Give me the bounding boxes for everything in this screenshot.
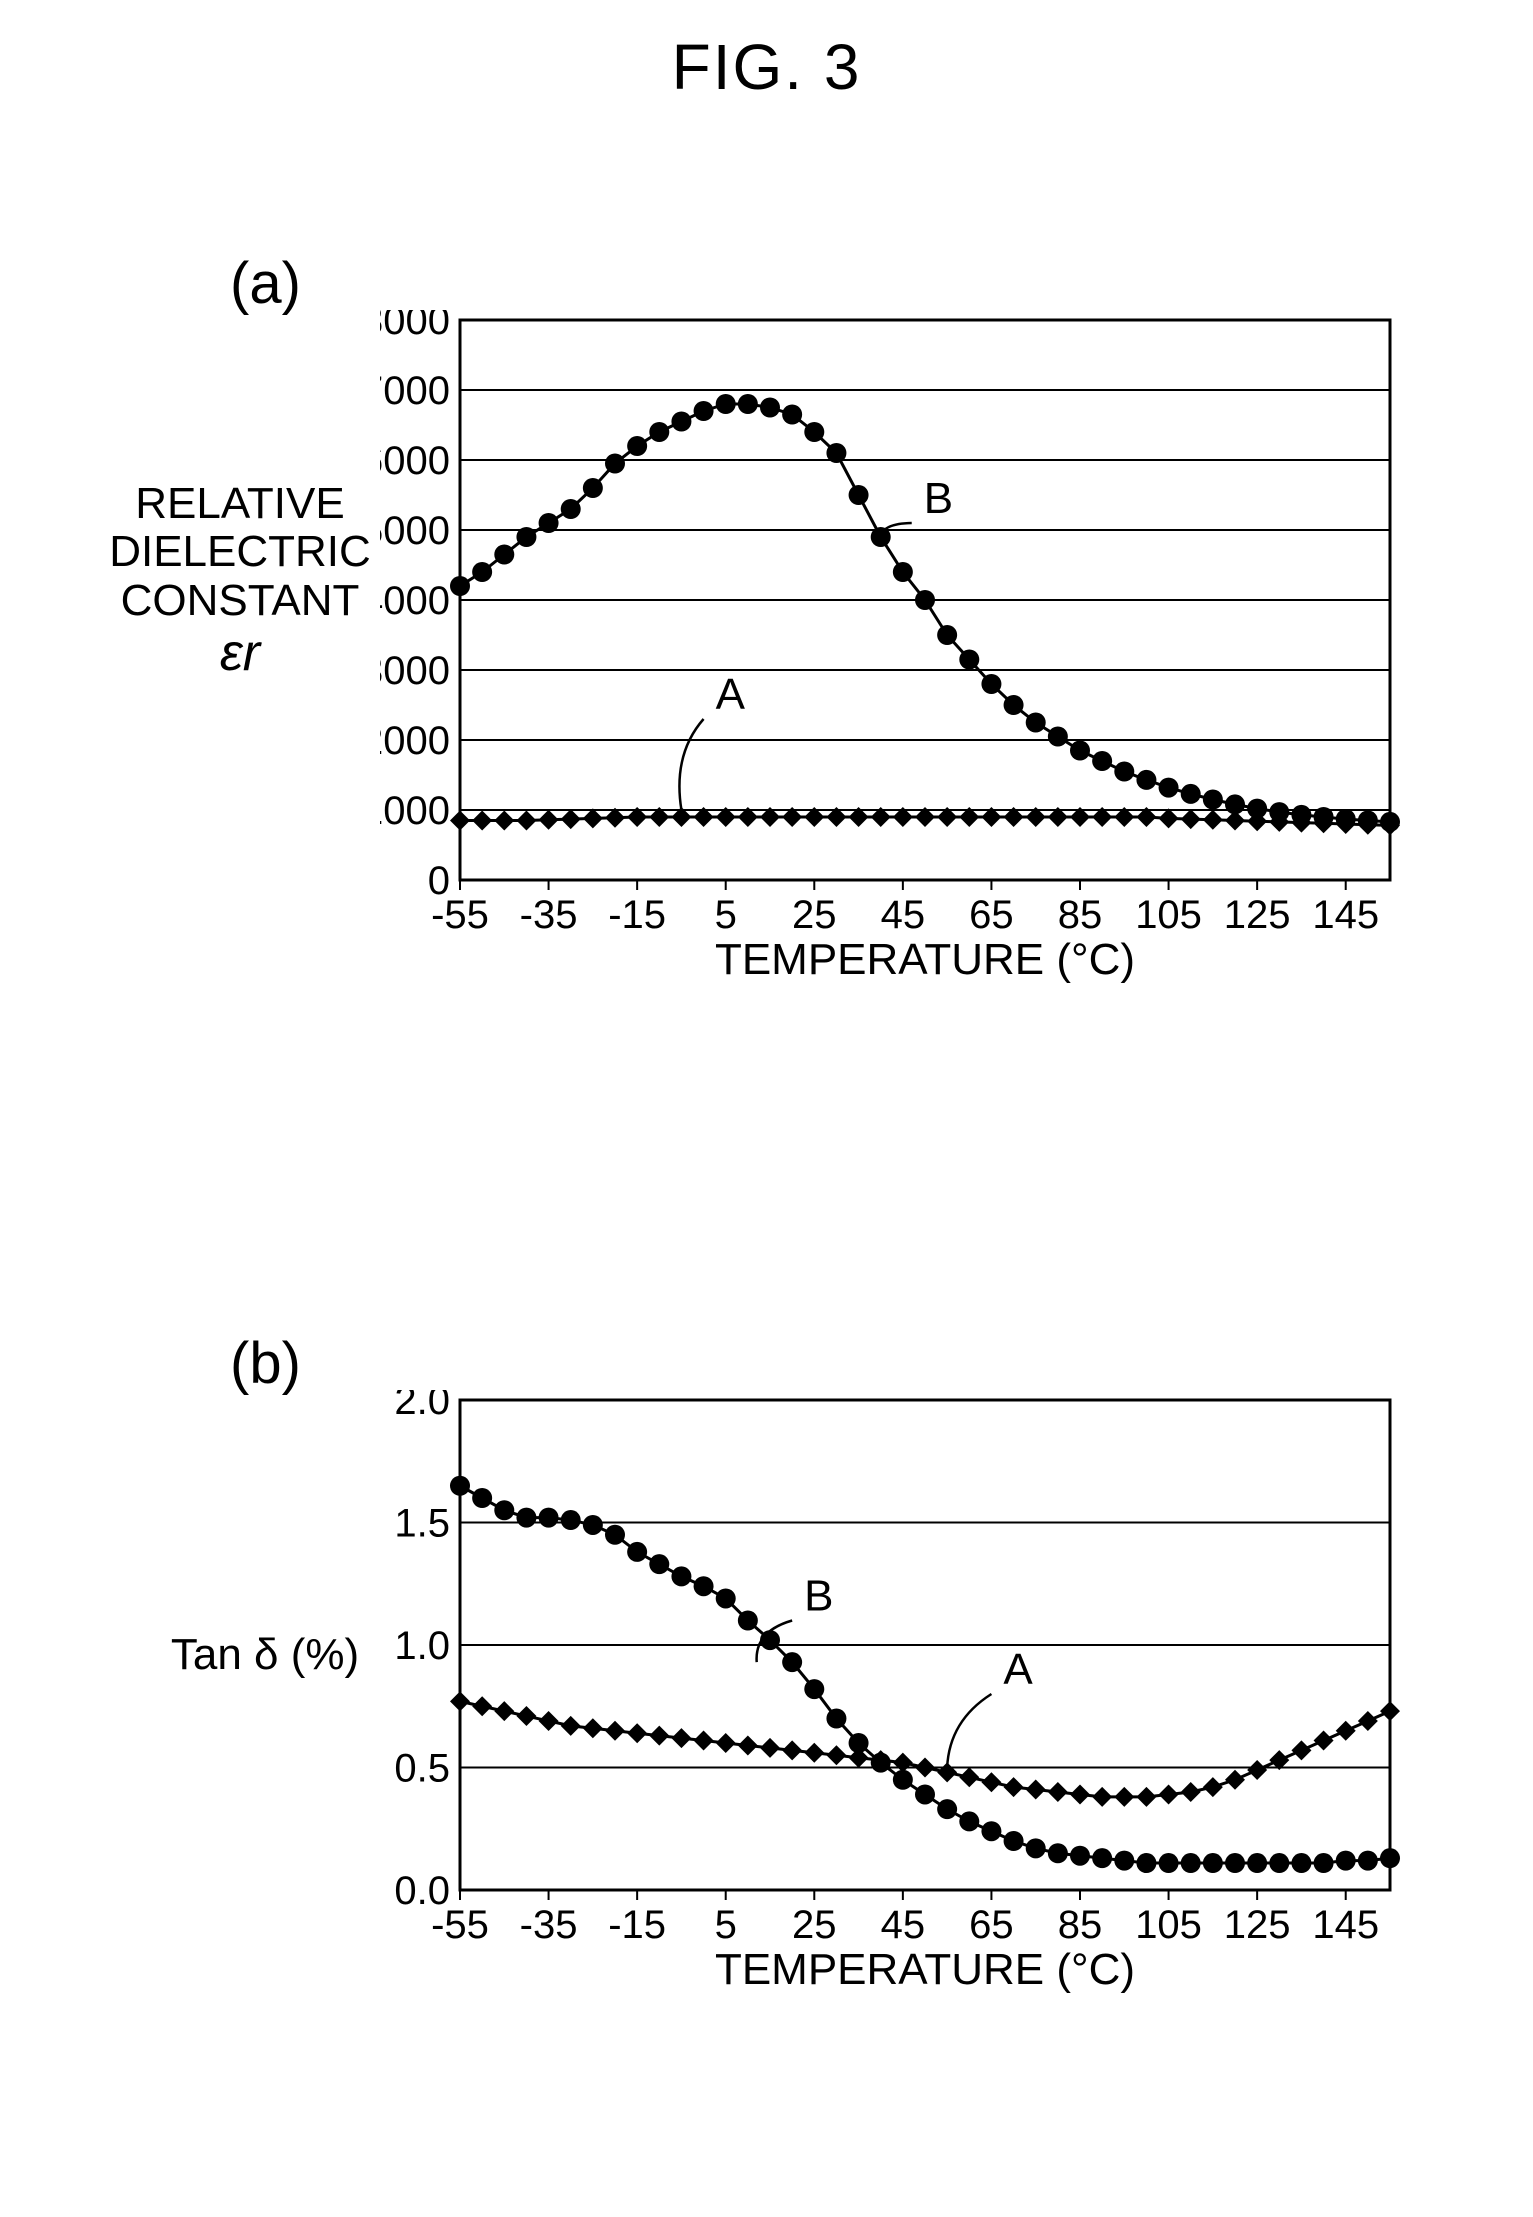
panel-b-plot: 0.00.51.01.52.0-55-35-155254565851051251… xyxy=(380,1390,1410,1950)
svg-text:25: 25 xyxy=(792,893,837,937)
svg-text:4000: 4000 xyxy=(380,579,450,623)
svg-text:7000: 7000 xyxy=(380,369,450,413)
svg-text:105: 105 xyxy=(1135,1903,1202,1947)
svg-text:3000: 3000 xyxy=(380,649,450,693)
svg-text:-35: -35 xyxy=(520,1903,578,1947)
svg-text:A: A xyxy=(716,670,746,719)
figure-title: FIG. 3 xyxy=(0,30,1533,104)
svg-text:105: 105 xyxy=(1135,893,1202,937)
svg-text:-35: -35 xyxy=(520,893,578,937)
svg-text:-15: -15 xyxy=(608,1903,666,1947)
svg-text:5000: 5000 xyxy=(380,509,450,553)
panel-a-xlabel: TEMPERATURE (°C) xyxy=(460,935,1390,985)
svg-text:5: 5 xyxy=(715,1903,737,1947)
svg-text:A: A xyxy=(1003,1645,1033,1694)
svg-text:-55: -55 xyxy=(431,1903,489,1947)
panel-a-plot: 010002000300040005000600070008000-55-35-… xyxy=(380,310,1410,940)
svg-text:-15: -15 xyxy=(608,893,666,937)
svg-text:6000: 6000 xyxy=(380,439,450,483)
panel-a: (a) RELATIVE DIELECTRIC CONSTANT εr 0100… xyxy=(0,250,1533,1000)
svg-text:0.5: 0.5 xyxy=(394,1747,450,1791)
svg-text:85: 85 xyxy=(1058,893,1103,937)
svg-text:5: 5 xyxy=(715,893,737,937)
panel-b-xlabel: TEMPERATURE (°C) xyxy=(460,1945,1390,1995)
svg-text:1.0: 1.0 xyxy=(394,1624,450,1668)
svg-text:1000: 1000 xyxy=(380,789,450,833)
svg-text:125: 125 xyxy=(1224,893,1291,937)
svg-text:2.0: 2.0 xyxy=(394,1390,450,1423)
svg-text:B: B xyxy=(804,1572,833,1621)
svg-text:145: 145 xyxy=(1312,1903,1379,1947)
svg-text:8000: 8000 xyxy=(380,310,450,343)
svg-text:145: 145 xyxy=(1312,893,1379,937)
svg-text:65: 65 xyxy=(969,1903,1014,1947)
svg-text:2000: 2000 xyxy=(380,719,450,763)
svg-text:-55: -55 xyxy=(431,893,489,937)
svg-text:25: 25 xyxy=(792,1903,837,1947)
panel-b: (b) Tan δ (%) 0.00.51.01.52.0-55-35-1552… xyxy=(0,1330,1533,2080)
svg-text:125: 125 xyxy=(1224,1903,1291,1947)
panel-b-label: (b) xyxy=(230,1330,301,1397)
svg-text:85: 85 xyxy=(1058,1903,1103,1947)
svg-text:45: 45 xyxy=(881,1903,926,1947)
panel-b-ylabel: Tan δ (%) xyxy=(110,1630,420,1680)
panel-a-label: (a) xyxy=(230,250,301,317)
svg-text:65: 65 xyxy=(969,893,1014,937)
svg-text:1.5: 1.5 xyxy=(394,1502,450,1546)
svg-text:B: B xyxy=(924,474,953,523)
svg-text:45: 45 xyxy=(881,893,926,937)
